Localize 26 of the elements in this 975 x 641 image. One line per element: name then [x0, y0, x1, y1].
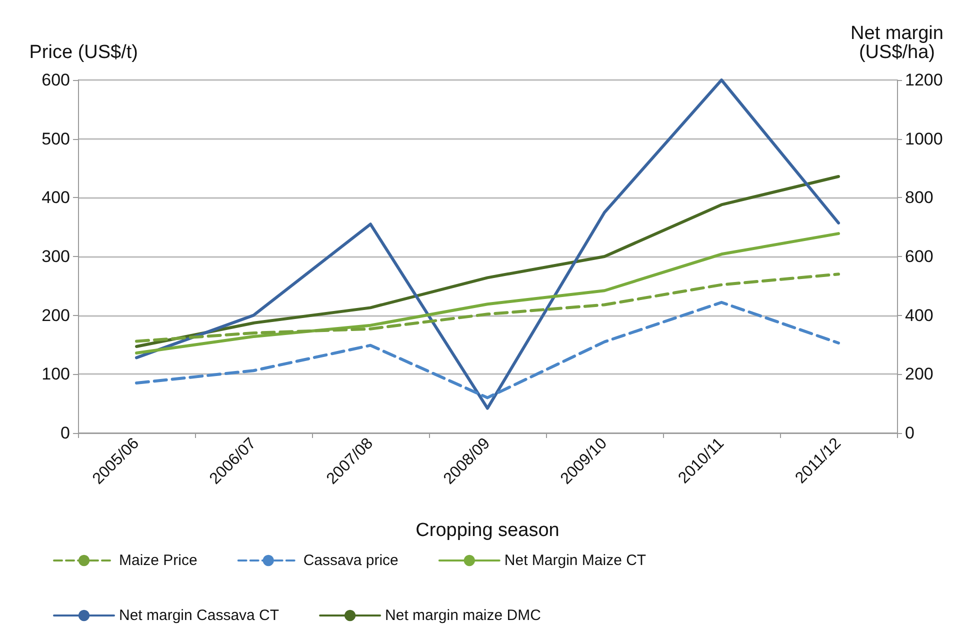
y-tick-label: 0	[60, 424, 70, 442]
line-series	[135, 78, 840, 410]
y-tick-label: 400	[42, 188, 70, 208]
y2-axis-title: Net margin (US$/ha)	[850, 23, 944, 63]
y-tick-label: 600	[42, 70, 70, 90]
y-tick-label: 300	[42, 247, 70, 266]
legend-label: Net margin Cassava CT	[119, 607, 280, 624]
y2-tick-label: 1000	[905, 129, 943, 148]
y2-tick-label: 400	[905, 306, 934, 325]
line-series	[135, 174, 840, 348]
y-tick-label: 100	[42, 364, 70, 384]
legend-label: Maize Price	[119, 552, 198, 569]
legend-label: Cassava price	[303, 552, 398, 569]
line-series	[135, 300, 840, 400]
x-axis-title: Cropping season	[416, 520, 560, 541]
y2-tick-label: 600	[905, 247, 934, 266]
y-tick-label: 200	[42, 306, 70, 325]
y-tick-label: 500	[42, 129, 70, 148]
legend-label: Net margin maize DMC	[385, 607, 542, 624]
y2-tick-label: 800	[905, 188, 934, 208]
y2-tick-label: 1200	[905, 70, 943, 90]
y2-tick-label: 200	[905, 364, 934, 384]
y-axis-title: Price (US$/t)	[29, 42, 138, 63]
legend-label: Net Margin Maize CT	[504, 552, 646, 569]
line-series	[135, 232, 840, 354]
y2-tick-label: 0	[905, 424, 914, 442]
